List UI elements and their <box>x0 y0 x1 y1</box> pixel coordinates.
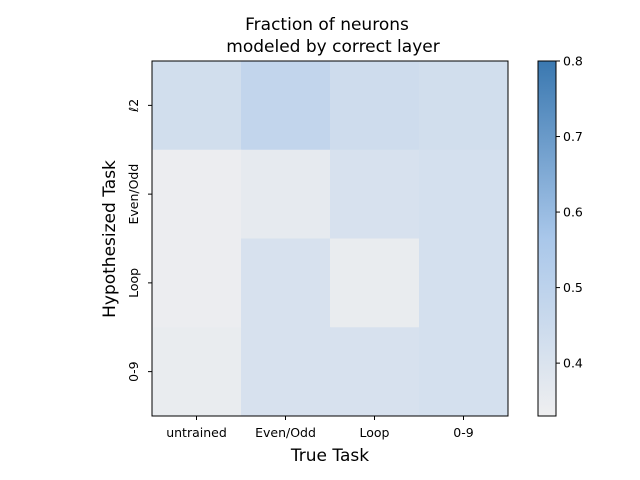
heatmap-cell-r2-c2 <box>330 238 420 328</box>
heatmap-cell-r2-c3 <box>419 238 509 328</box>
colorbar-tick-label: 0.6 <box>563 205 583 220</box>
colorbar-tick-label: 0.4 <box>563 356 583 371</box>
heatmap-cell-r3-c2 <box>330 327 420 417</box>
heatmap-cell-r1-c0 <box>152 149 242 239</box>
colorbar-tick-label: 0.8 <box>563 54 583 69</box>
heatmap-cell-r1-c3 <box>419 149 509 239</box>
heatmap-cell-r3-c3 <box>419 327 509 417</box>
heatmap-cell-r1-c2 <box>330 149 420 239</box>
heatmap-cell-r0-c2 <box>330 61 420 151</box>
heatmap-cell-r0-c3 <box>419 61 509 151</box>
y-tick-label: Loop <box>126 268 141 298</box>
y-tick-label: 0-9 <box>126 361 141 381</box>
x-axis-label: True Task <box>290 446 369 466</box>
heatmap-cell-r3-c1 <box>241 327 331 417</box>
plot-frame <box>151 60 509 417</box>
x-axis-ticks: untrained Even/Odd Loop 0-9 <box>166 416 474 440</box>
heatmap-cell-r0-c1 <box>241 61 331 151</box>
colorbar-tick-label: 0.7 <box>563 129 583 144</box>
y-tick-label: Even/Odd <box>126 164 141 225</box>
chart-title-line-1: Fraction of neurons <box>245 15 409 35</box>
heatmap-cells <box>152 61 509 417</box>
colorbar-tick-label: 0.5 <box>563 280 583 295</box>
colorbar-ticks: 0.4 0.5 0.6 0.7 0.8 <box>556 54 583 371</box>
y-tick-label: ℓ2 <box>126 99 141 113</box>
y-axis-label: Hypothesized Task <box>100 160 120 318</box>
chart-title-line-2: modeled by correct layer <box>226 37 439 57</box>
x-tick-label: Loop <box>360 425 390 440</box>
colorbar <box>537 60 557 417</box>
heatmap-cell-r2-c0 <box>152 238 242 328</box>
x-tick-label: 0-9 <box>453 425 473 440</box>
heatmap-cell-r0-c0 <box>152 61 242 151</box>
heatmap-cell-r3-c0 <box>152 327 242 417</box>
heatmap-cell-r1-c1 <box>241 149 331 239</box>
x-tick-label: Even/Odd <box>255 425 316 440</box>
x-tick-label: untrained <box>166 425 227 440</box>
heatmap-cell-r2-c1 <box>241 238 331 328</box>
y-axis-ticks: ℓ2 Even/Odd Loop 0-9 <box>126 99 152 382</box>
